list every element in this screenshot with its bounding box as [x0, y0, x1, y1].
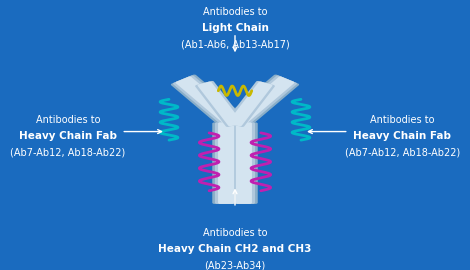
Text: (Ab7-Ab12, Ab18-Ab22): (Ab7-Ab12, Ab18-Ab22): [345, 147, 460, 157]
FancyBboxPatch shape: [171, 75, 248, 129]
FancyBboxPatch shape: [230, 122, 258, 204]
Text: Antibodies to: Antibodies to: [36, 115, 100, 125]
Text: (Ab7-Ab12, Ab18-Ab22): (Ab7-Ab12, Ab18-Ab22): [10, 147, 125, 157]
FancyBboxPatch shape: [175, 76, 243, 127]
FancyBboxPatch shape: [226, 81, 275, 127]
FancyBboxPatch shape: [236, 122, 252, 204]
Text: Antibodies to: Antibodies to: [370, 115, 434, 125]
Text: Heavy Chain CH2 and CH3: Heavy Chain CH2 and CH3: [158, 244, 312, 254]
FancyBboxPatch shape: [215, 122, 237, 204]
Text: (Ab1-Ab6, Ab13-Ab17): (Ab1-Ab6, Ab13-Ab17): [180, 39, 290, 49]
FancyBboxPatch shape: [227, 76, 295, 127]
FancyBboxPatch shape: [224, 75, 297, 129]
FancyBboxPatch shape: [228, 82, 273, 126]
Text: Heavy Chain Fab: Heavy Chain Fab: [19, 131, 117, 141]
FancyBboxPatch shape: [218, 122, 234, 204]
Text: Light Chain: Light Chain: [202, 23, 268, 33]
Text: Heavy Chain Fab: Heavy Chain Fab: [353, 131, 451, 141]
FancyBboxPatch shape: [195, 81, 244, 127]
FancyBboxPatch shape: [212, 122, 240, 204]
FancyBboxPatch shape: [173, 75, 246, 129]
Text: Antibodies to: Antibodies to: [203, 7, 267, 17]
Text: (Ab23-Ab34): (Ab23-Ab34): [204, 261, 266, 270]
FancyBboxPatch shape: [222, 75, 299, 129]
FancyBboxPatch shape: [233, 122, 255, 204]
Text: Antibodies to: Antibodies to: [203, 228, 267, 238]
FancyBboxPatch shape: [197, 82, 242, 126]
